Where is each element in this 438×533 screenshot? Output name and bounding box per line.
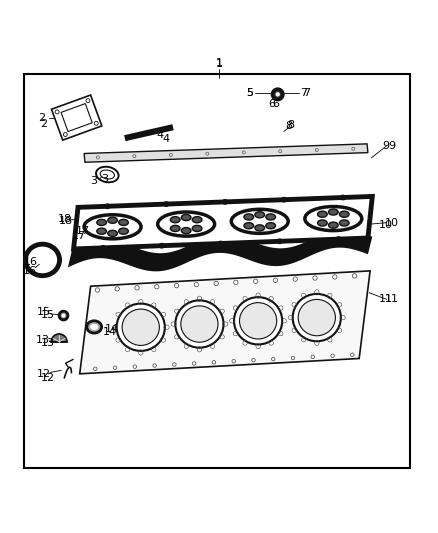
Text: 4: 4 (163, 134, 170, 144)
Text: 17: 17 (76, 227, 90, 237)
Ellipse shape (339, 211, 349, 217)
Ellipse shape (108, 217, 117, 223)
Ellipse shape (84, 215, 141, 239)
Ellipse shape (276, 92, 280, 96)
Text: 5: 5 (246, 88, 253, 99)
Ellipse shape (61, 313, 65, 318)
Text: 1: 1 (215, 58, 223, 68)
Ellipse shape (192, 225, 202, 231)
Ellipse shape (181, 228, 191, 233)
Text: 7: 7 (303, 88, 310, 99)
Text: 16: 16 (24, 257, 38, 267)
Text: 10: 10 (385, 217, 399, 228)
Ellipse shape (90, 324, 98, 330)
Ellipse shape (181, 214, 191, 221)
Ellipse shape (305, 207, 362, 231)
Ellipse shape (87, 321, 102, 333)
Text: 12: 12 (41, 373, 55, 383)
Ellipse shape (158, 212, 215, 236)
Ellipse shape (117, 304, 165, 351)
Wedge shape (51, 334, 67, 342)
Polygon shape (61, 103, 92, 132)
Text: 11: 11 (378, 294, 392, 304)
Text: 10: 10 (378, 220, 392, 230)
Text: 8: 8 (288, 120, 295, 131)
Ellipse shape (318, 220, 327, 226)
Ellipse shape (266, 223, 276, 229)
Ellipse shape (298, 300, 336, 336)
Text: 9: 9 (382, 141, 389, 151)
Ellipse shape (59, 311, 68, 320)
Text: 15: 15 (41, 310, 55, 320)
Ellipse shape (108, 230, 117, 237)
Text: 18: 18 (58, 214, 72, 224)
Polygon shape (68, 230, 372, 271)
Text: 6: 6 (272, 99, 279, 109)
Text: 14: 14 (102, 327, 117, 337)
Ellipse shape (240, 303, 277, 339)
Ellipse shape (181, 306, 218, 342)
Text: 15: 15 (37, 308, 51, 318)
Polygon shape (84, 144, 368, 162)
Ellipse shape (119, 220, 128, 225)
Ellipse shape (255, 225, 265, 231)
Text: 17: 17 (72, 231, 86, 241)
Ellipse shape (122, 309, 159, 345)
Text: 2: 2 (38, 112, 45, 123)
Text: 16: 16 (23, 266, 37, 276)
Ellipse shape (328, 209, 338, 215)
Polygon shape (74, 197, 372, 249)
Ellipse shape (170, 216, 180, 223)
Ellipse shape (231, 209, 288, 233)
Ellipse shape (318, 211, 327, 217)
Ellipse shape (97, 220, 106, 225)
Ellipse shape (272, 89, 283, 100)
Text: 6: 6 (268, 100, 275, 109)
Ellipse shape (244, 223, 254, 229)
Text: 18: 18 (59, 215, 73, 225)
Ellipse shape (266, 214, 276, 220)
Ellipse shape (339, 220, 349, 226)
Ellipse shape (255, 212, 265, 218)
Ellipse shape (170, 225, 180, 231)
Text: 5: 5 (246, 88, 253, 99)
Polygon shape (124, 124, 174, 141)
Ellipse shape (175, 301, 223, 348)
Ellipse shape (119, 228, 128, 234)
Polygon shape (52, 95, 102, 140)
Ellipse shape (192, 216, 202, 223)
Ellipse shape (244, 214, 254, 220)
Text: 4: 4 (156, 130, 163, 140)
Bar (24, 74, 410, 468)
Text: 3: 3 (102, 174, 109, 184)
Text: 12: 12 (37, 369, 51, 379)
Text: 9: 9 (389, 141, 396, 151)
Polygon shape (80, 271, 370, 374)
Text: 14: 14 (105, 324, 119, 334)
Text: 2: 2 (40, 119, 47, 129)
Ellipse shape (328, 222, 338, 228)
Text: 13: 13 (36, 335, 50, 345)
Text: 3: 3 (91, 176, 98, 186)
Text: 11: 11 (385, 294, 399, 304)
Text: 7: 7 (300, 88, 307, 99)
Ellipse shape (97, 228, 106, 234)
Text: 8: 8 (286, 122, 293, 131)
Ellipse shape (293, 294, 341, 341)
Text: 13: 13 (41, 338, 55, 348)
Text: 1: 1 (215, 59, 223, 69)
Ellipse shape (234, 297, 282, 344)
